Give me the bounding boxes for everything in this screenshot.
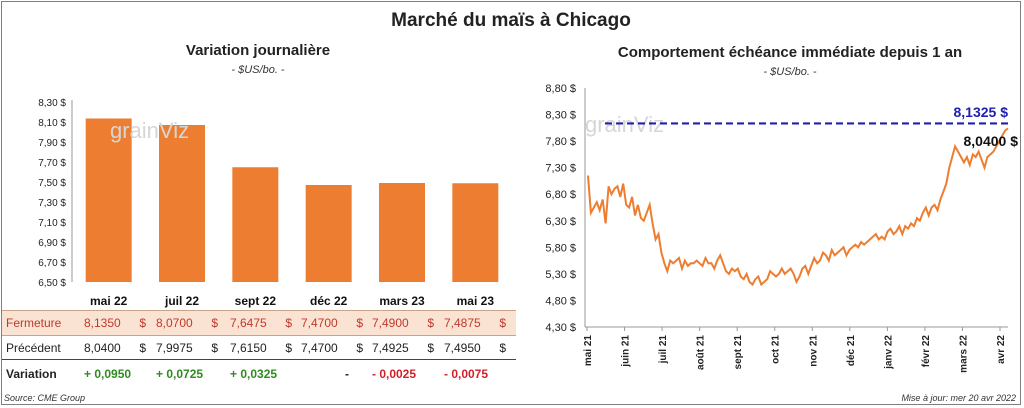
source-note: Source: CME Group: [4, 393, 86, 403]
y-tick-label: 6,80 $: [545, 189, 576, 201]
update-note: Mise à jour: mer 20 avr 2022: [901, 393, 1016, 403]
left-chart-title: Variation journalière: [185, 42, 331, 59]
y-tick-label: 6,30 $: [545, 216, 576, 228]
x-tick-label: mars 22: [958, 335, 969, 373]
left-chart-unit: - $US/bo. -: [231, 64, 285, 76]
x-tick-label: mars 23: [379, 294, 425, 308]
y-tick-label: 7,80 $: [545, 136, 576, 148]
last-value-label: 8,0400 $: [964, 133, 1019, 149]
x-tick-label: mai 21: [583, 335, 594, 367]
bar: [452, 183, 499, 282]
table-row-variation: Variation + 0,0950 + 0,0725 + 0,0325 - -…: [6, 367, 489, 381]
page-title: Marché du maïs à Chicago: [391, 10, 631, 31]
y-tick-label: 7,90 $: [38, 138, 66, 149]
x-tick-label: avr 22: [996, 335, 1007, 364]
y-tick-label: 7,50 $: [38, 178, 66, 189]
bar: [232, 167, 279, 282]
bar: [159, 125, 205, 282]
y-tick-label: 8,30 $: [38, 98, 66, 109]
x-tick-label: nov 21: [808, 335, 819, 367]
x-tick-label: mai 23: [457, 294, 495, 308]
bar-chart: 6,50 $ 6,70 $ 6,90 $ 7,10 $ 7,30 $ 7,50 $ 7,70…: [38, 98, 499, 308]
x-tick-label: oct 21: [771, 335, 782, 364]
x-tick-label: juil 22: [164, 294, 199, 308]
y-tick-label: 4,80 $: [545, 295, 576, 307]
y-tick-label: 7,10 $: [38, 218, 66, 229]
row-label: Précédent: [6, 341, 61, 355]
y-tick-label: 7,30 $: [38, 198, 66, 209]
row-label: Fermeture: [6, 316, 62, 330]
bar: [85, 118, 132, 282]
y-tick-label: 8,80 $: [545, 83, 576, 95]
x-tick-label: sept 21: [733, 335, 744, 370]
x-tick-label: juil 21: [658, 335, 669, 365]
y-tick-label: 5,80 $: [545, 242, 576, 254]
row-label: Variation: [6, 367, 57, 381]
y-tick-label: 8,10 $: [38, 118, 66, 129]
y-tick-label: 6,70 $: [38, 258, 66, 269]
watermark: grainViz: [110, 118, 189, 143]
y-tick-label: 8,30 $: [545, 110, 576, 122]
y-tick-label: 4,30 $: [545, 322, 576, 334]
table-row-fermeture: Fermeture 8,1350 $ 8,0700 $ 7,6475 $ 7,4700…: [2, 310, 516, 336]
y-tick-label: 5,30 $: [545, 269, 576, 281]
y-tick-label: 7,30 $: [545, 163, 576, 175]
series-line: [587, 127, 1009, 287]
x-tick-label: mai 22: [90, 294, 128, 308]
x-tick-label: sept 22: [235, 294, 277, 308]
max-value-label: 8,1325 $: [954, 104, 1009, 120]
bar: [305, 185, 352, 282]
y-tick-label: 6,50 $: [38, 278, 66, 289]
y-tick-label: 6,90 $: [38, 238, 66, 249]
x-tick-label: juin 21: [621, 335, 632, 368]
table-row-precedent: Précédent 8,0400 $ 7,9975 $ 7,6150 $ 7,4700…: [2, 336, 516, 360]
x-tick-label: janv 22: [883, 335, 894, 370]
x-tick-label: févr 22: [921, 335, 932, 368]
right-chart-unit: - $US/bo. -: [763, 66, 817, 78]
x-tick-label: déc 21: [846, 335, 857, 367]
y-tick-label: 7,70 $: [38, 158, 66, 169]
x-tick-label: août 21: [696, 335, 707, 370]
right-chart-title: Comportement échéance immédiate depuis 1…: [617, 44, 963, 61]
bar: [379, 183, 425, 282]
x-tick-label: déc 22: [310, 294, 348, 308]
